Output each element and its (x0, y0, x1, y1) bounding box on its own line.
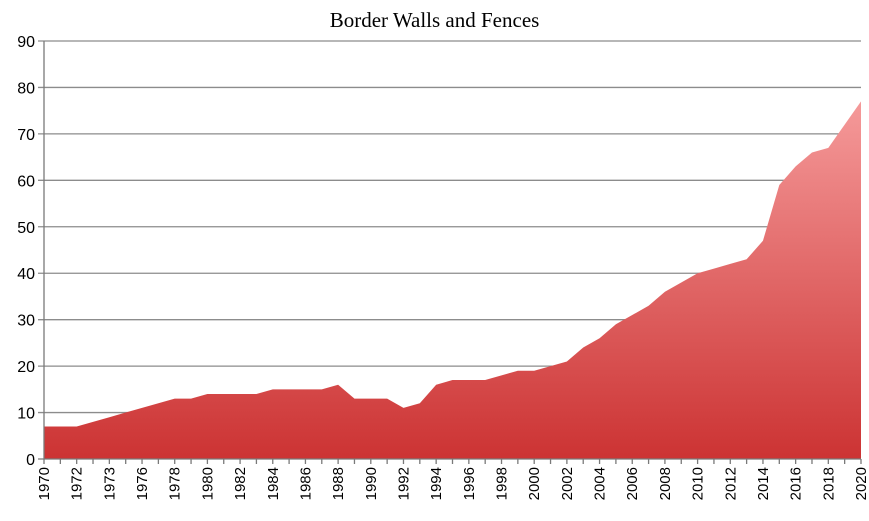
y-tick-labels: 0 10 20 30 40 50 60 70 80 90 (17, 34, 35, 469)
x-tick-label: 2010 (690, 467, 707, 500)
y-tick-label: 20 (17, 359, 35, 376)
x-tick-label: 2018 (820, 467, 837, 500)
x-tick-labels: 1970 1972 1973 1976 1978 1980 1982 1984 1986 1988… (36, 467, 869, 500)
y-tick-label: 60 (17, 173, 35, 190)
x-tick-label: 2006 (624, 467, 641, 500)
y-tick-label: 40 (17, 266, 35, 283)
x-tick-label: 1994 (428, 467, 445, 500)
x-tick-label: 2020 (853, 467, 869, 500)
area-series (44, 101, 861, 459)
x-tick-label: 2000 (526, 467, 543, 500)
y-tick-label: 10 (17, 406, 35, 423)
x-tick-label: 1998 (494, 467, 511, 500)
y-tick-label: 0 (26, 452, 35, 469)
x-tick-label: 1990 (363, 467, 380, 500)
y-tick-label: 30 (17, 313, 35, 330)
x-tick-label: 2012 (722, 467, 739, 500)
x-tick-label: 1988 (330, 467, 347, 500)
x-tick-label: 2002 (559, 467, 576, 500)
x-tick-label: 1973 (101, 467, 118, 500)
x-tick-label: 1984 (265, 467, 282, 500)
axes (38, 41, 862, 464)
x-tick-label: 1992 (395, 467, 412, 500)
y-tick-label: 80 (17, 80, 35, 97)
x-tick-label: 2008 (657, 467, 674, 500)
x-tick-label: 1986 (297, 467, 314, 500)
y-tick-label: 50 (17, 220, 35, 237)
x-tick-label: 2014 (755, 467, 772, 500)
y-tick-label: 90 (17, 34, 35, 51)
x-tick-label: 1996 (461, 467, 478, 500)
x-tick-label: 1976 (134, 467, 151, 500)
x-tick-label: 1970 (36, 467, 53, 500)
x-tick-label: 2016 (788, 467, 805, 500)
x-tick-label: 1978 (167, 467, 184, 500)
x-tick-label: 1982 (232, 467, 249, 500)
x-tick-label: 1980 (199, 467, 216, 500)
series-area (44, 101, 861, 459)
y-tick-label: 70 (17, 127, 35, 144)
chart-title: Border Walls and Fences (329, 8, 540, 32)
x-tick-label: 2004 (592, 467, 609, 500)
x-tick-label: 1972 (69, 467, 86, 500)
